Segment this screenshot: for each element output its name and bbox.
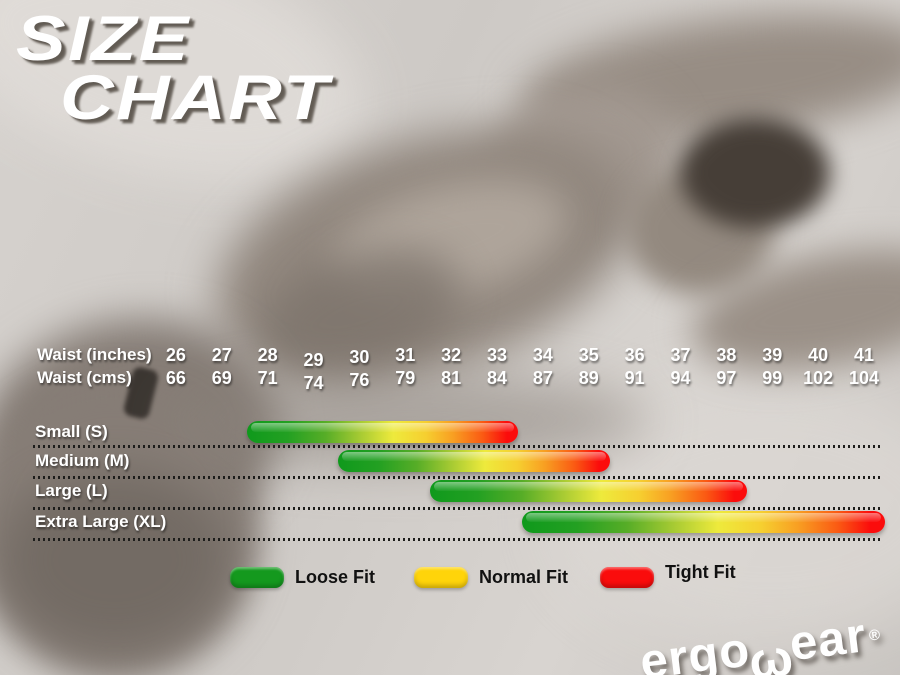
waist-cms-value: 97: [716, 368, 737, 388]
logo-text-ergo: ergo: [636, 622, 753, 675]
waist-inches-value: 40: [808, 345, 829, 365]
size-label-extra-large-xl: Extra Large (XL): [35, 512, 167, 531]
waist-inches-value: 34: [532, 345, 553, 365]
waist-inches-value: 35: [578, 345, 599, 365]
waist-inches-value: 38: [716, 345, 737, 365]
waist-cms-value: 84: [487, 368, 508, 388]
waist-cms-value: 99: [762, 368, 783, 388]
waist-inches-value: 26: [165, 345, 186, 365]
waist-inches-label: Waist (inches): [37, 345, 152, 364]
photo-hair: [680, 118, 830, 228]
waist-cms-value: 71: [257, 368, 278, 388]
waist-inches-value: 37: [670, 345, 691, 365]
legend-label-tight-fit: Tight Fit: [665, 562, 736, 582]
logo-omega-w: ω: [745, 627, 797, 675]
legend-item-normal-fit: Normal Fit: [414, 566, 568, 588]
waist-inches-value: 31: [395, 345, 416, 365]
dotted-separator: [33, 538, 881, 541]
size-label-small-s: Small (S): [35, 422, 108, 441]
size-label-large-l: Large (L): [35, 481, 108, 500]
waist-cms-value: 74: [303, 373, 324, 393]
legend-label-loose-fit: Loose Fit: [295, 567, 375, 587]
waist-inches-value: 27: [211, 345, 232, 365]
waist-inches-value: 30: [349, 347, 370, 367]
size-label-medium-m: Medium (M): [35, 451, 130, 470]
waist-cms-value: 102: [803, 368, 834, 388]
dotted-separator: [33, 476, 881, 479]
photo-boxer-shadow: [0, 470, 230, 650]
waist-inches-value: 32: [441, 345, 462, 365]
size-bar-small-s: [246, 421, 519, 443]
legend-swatch-tight-fit: [600, 566, 654, 588]
waist-cms-value: 79: [395, 368, 416, 388]
size-bar-large-l: [430, 480, 748, 502]
waist-inches-value: 39: [762, 345, 783, 365]
waist-inches-value: 33: [487, 345, 508, 365]
waist-inches-value: 36: [624, 345, 645, 365]
legend-swatch-loose-fit: [230, 566, 284, 588]
waist-cms-label: Waist (cms): [37, 368, 132, 387]
legend-item-tight-fit: Tight Fit: [600, 562, 736, 588]
waist-inches-value: 28: [257, 345, 278, 365]
size-bar-extra-large-xl: [521, 511, 885, 533]
waist-cms-value: 69: [211, 368, 232, 388]
waist-cms-value: 87: [532, 368, 553, 388]
waist-cms-value: 104: [849, 368, 880, 388]
waist-cms-value: 89: [578, 368, 599, 388]
waist-cms-value: 81: [441, 368, 462, 388]
logo-text-ear: ear: [786, 608, 869, 672]
dotted-separator: [33, 445, 881, 448]
waist-cms-value: 66: [165, 368, 186, 388]
waist-cms-row: 66 69 71 74 76 79 81 84 87 89 91 94 97 99 102 104: [153, 367, 887, 393]
size-bar-medium-m: [338, 450, 610, 472]
registered-mark: ®: [867, 626, 882, 645]
waist-inches-value: 29: [303, 350, 324, 370]
waist-cms-value: 76: [349, 370, 370, 390]
page-title-line2: CHART: [60, 63, 331, 133]
waist-cms-value: 91: [624, 368, 645, 388]
dotted-separator: [33, 507, 881, 510]
legend-label-normal-fit: Normal Fit: [479, 567, 569, 587]
waist-cms-value: 94: [670, 368, 691, 388]
page-title-line1: SIZE: [16, 4, 191, 74]
waist-inches-value: 41: [854, 345, 875, 365]
legend-swatch-normal-fit: [414, 566, 468, 588]
legend-item-loose-fit: Loose Fit: [230, 566, 375, 588]
waist-inches-row: 26 27 28 29 30 31 32 33 34 35 36 37 38 39 40 41: [153, 344, 887, 370]
